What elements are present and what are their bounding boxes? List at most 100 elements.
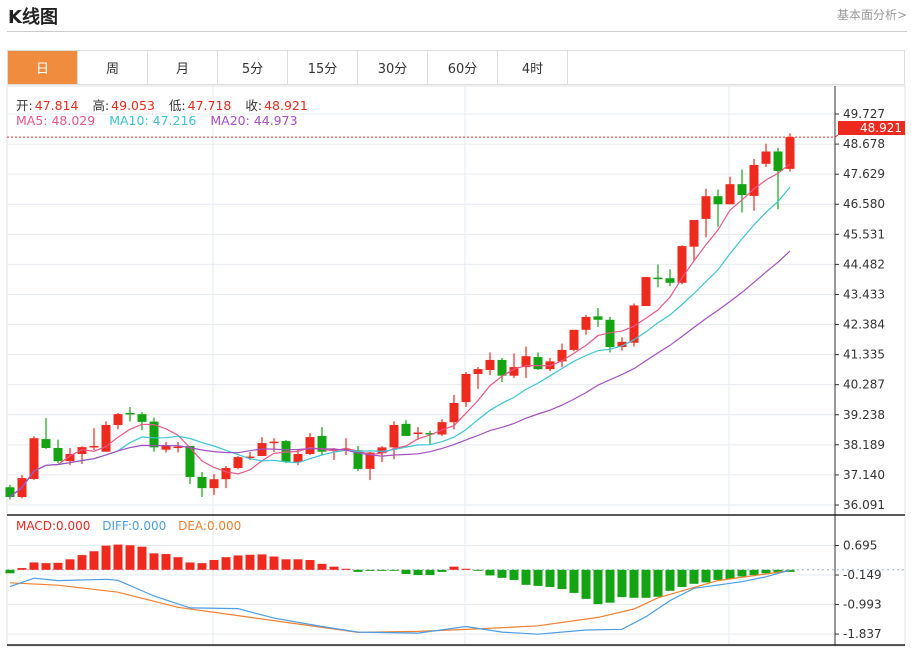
macd-bar — [209, 560, 219, 570]
price-tick-label: 41.335 — [843, 348, 885, 362]
macd-bar — [701, 569, 711, 583]
macd-bar — [401, 569, 411, 574]
tab-15min[interactable]: 15分 — [288, 51, 358, 84]
candle-body — [605, 319, 615, 348]
candle — [557, 343, 567, 368]
close-value: 48.921 — [264, 98, 308, 113]
macd-bar — [749, 569, 759, 576]
candle — [185, 445, 195, 485]
candle — [701, 188, 711, 238]
tab-month[interactable]: 月 — [148, 51, 218, 84]
macd-tick-label: -0.149 — [843, 568, 882, 582]
candle-body — [749, 164, 759, 196]
candle-body — [701, 196, 711, 219]
candle — [545, 357, 555, 372]
macd-bar — [89, 551, 99, 570]
candle — [221, 466, 231, 489]
macd-bar — [77, 555, 87, 570]
candle-body — [653, 277, 663, 280]
candle-body — [221, 468, 231, 480]
price-tick-label: 42.384 — [843, 318, 885, 332]
candle — [689, 220, 699, 262]
candle — [581, 314, 591, 335]
macd-bar — [161, 554, 171, 570]
diff-line — [9, 569, 791, 635]
ma20-value: MA20: 44.973 — [210, 113, 298, 128]
macd-bar — [353, 569, 363, 572]
candle-body — [173, 446, 183, 449]
tab-day[interactable]: 日 — [8, 51, 78, 84]
candle-body — [41, 439, 51, 448]
price-tick-label: 39.238 — [843, 408, 885, 422]
macd-bar — [725, 569, 735, 579]
dea-line — [9, 569, 791, 634]
macd-bar — [425, 569, 435, 576]
candle — [437, 419, 447, 436]
macd-bar — [569, 569, 579, 593]
candle-body — [65, 453, 75, 462]
candle-body — [149, 421, 159, 448]
candle — [257, 437, 267, 456]
candle-body — [629, 305, 639, 343]
candle — [89, 428, 99, 450]
macd-bar — [605, 569, 615, 603]
macd-bar — [617, 569, 627, 598]
price-tick-label: 48.678 — [843, 137, 885, 151]
candle-body — [713, 196, 723, 205]
chart-frame — [6, 85, 906, 647]
macd-bar — [149, 553, 159, 570]
candle-body — [305, 437, 315, 454]
macd-bar — [557, 569, 567, 590]
macd-tick-label: 0.695 — [843, 538, 877, 552]
candle — [785, 133, 795, 172]
candle — [773, 147, 783, 210]
price-tick-label: 37.140 — [843, 468, 885, 482]
candle-body — [101, 425, 111, 452]
candle-body — [245, 456, 255, 459]
candle-body — [437, 422, 447, 435]
candle-body — [785, 137, 795, 169]
candle-body — [53, 447, 63, 462]
macd-bar — [41, 563, 51, 570]
candle — [209, 474, 219, 495]
ma5-value: MA5: 48.029 — [16, 113, 96, 128]
price-tick-label: 45.531 — [843, 227, 885, 241]
candle — [341, 438, 351, 456]
candle — [425, 430, 435, 445]
macd-bar — [497, 569, 507, 578]
tab-week[interactable]: 周 — [78, 51, 148, 84]
candle-body — [365, 452, 375, 469]
macd-bar — [281, 559, 291, 570]
candle — [509, 353, 519, 379]
candle — [41, 418, 51, 449]
price-tick-label: 44.482 — [843, 257, 885, 271]
macd-bar — [653, 569, 663, 597]
candle — [377, 446, 387, 463]
candle — [449, 394, 459, 430]
fundamental-analysis-link[interactable]: 基本面分析> — [836, 8, 907, 22]
candle — [461, 371, 471, 407]
candle — [725, 176, 735, 205]
macd-bar — [533, 569, 543, 586]
candle-body — [533, 357, 543, 370]
price-tick-label: 43.433 — [843, 287, 885, 301]
price-tick-label: 47.629 — [843, 167, 885, 181]
candle — [161, 441, 171, 453]
candle-body — [377, 447, 387, 454]
macd-bar — [29, 562, 39, 570]
macd-bar — [641, 569, 651, 598]
candle-body — [761, 151, 771, 164]
tab-30min[interactable]: 30分 — [358, 51, 428, 84]
tab-5min[interactable]: 5分 — [218, 51, 288, 84]
candle-body — [485, 359, 495, 370]
candle-body — [665, 278, 675, 283]
macd-bar — [677, 569, 687, 587]
candle — [521, 346, 531, 379]
macd-bar — [761, 569, 771, 574]
candle-body — [269, 441, 279, 444]
candle — [593, 308, 603, 327]
tab-60min[interactable]: 60分 — [428, 51, 498, 84]
tab-4hour[interactable]: 4时 — [498, 51, 568, 84]
candle-body — [233, 457, 243, 469]
